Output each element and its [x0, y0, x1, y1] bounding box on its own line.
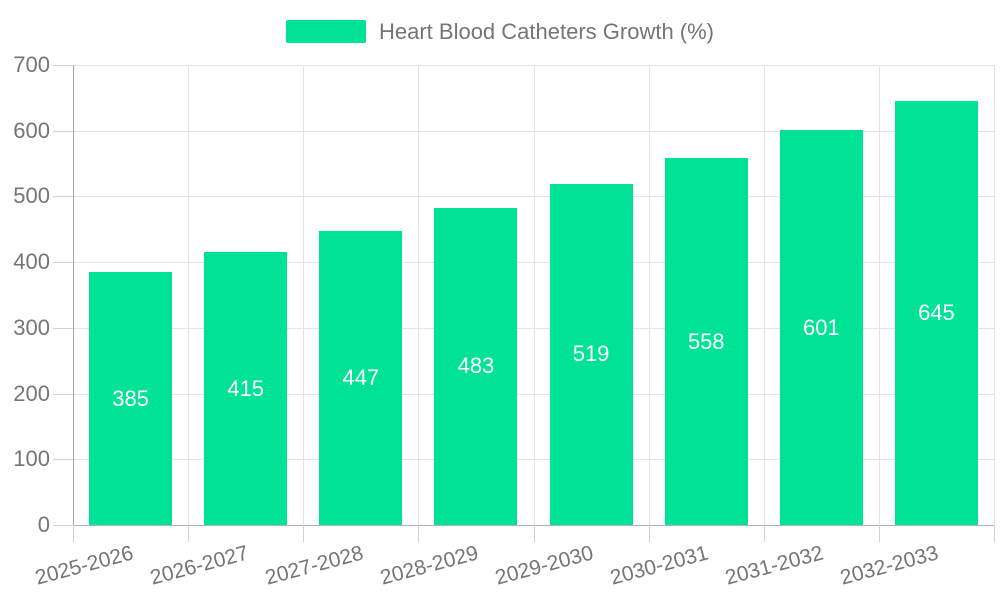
x-axis-tick: [418, 525, 420, 542]
gridline-vertical: [188, 65, 190, 525]
bar-value-label: 415: [227, 375, 265, 401]
bar[interactable]: 519: [549, 183, 633, 525]
bar[interactable]: 447: [319, 231, 403, 525]
gridline-vertical: [418, 65, 420, 525]
y-axis-label: 200: [13, 380, 50, 406]
bar[interactable]: 601: [779, 130, 863, 525]
x-axis-tick: [303, 525, 305, 542]
x-axis-tick: [533, 525, 535, 542]
gridline-vertical: [648, 65, 650, 525]
bar-value-label: 601: [802, 314, 840, 340]
y-axis-tick: [53, 327, 73, 329]
bar-value-label: 558: [687, 328, 725, 354]
bar[interactable]: 645: [894, 101, 978, 525]
x-axis-tick: [648, 525, 650, 542]
y-axis-tick: [53, 196, 73, 198]
y-axis-tick: [53, 459, 73, 461]
gridline-vertical: [303, 65, 305, 525]
bar-value-label: 645: [918, 300, 955, 326]
legend-series-label: Heart Blood Catheters Growth (%): [378, 19, 715, 44]
y-axis-tick: [53, 130, 73, 132]
bar[interactable]: 415: [204, 252, 288, 525]
y-axis-label: 300: [13, 314, 50, 340]
x-axis-tick: [878, 525, 880, 542]
x-axis-tick: [188, 525, 190, 542]
bar[interactable]: 483: [434, 207, 518, 525]
y-axis-label: 0: [37, 512, 50, 537]
bar-value-label: 519: [572, 341, 610, 367]
y-axis-tick: [53, 262, 73, 264]
x-axis-tick: [763, 525, 765, 542]
legend-swatch: [285, 20, 366, 43]
bar-value-label: 447: [342, 365, 380, 391]
gridline-vertical: [763, 65, 765, 525]
gridline-vertical: [878, 65, 880, 525]
bar-value-label: 483: [457, 353, 495, 379]
y-axis-label: 500: [13, 183, 50, 209]
y-axis-tick: [53, 525, 73, 526]
x-axis-tick: [994, 525, 995, 542]
x-axis-tick: [73, 525, 74, 542]
bar[interactable]: 385: [89, 272, 173, 525]
y-axis-tick: [53, 65, 73, 66]
gridline-vertical: [994, 65, 995, 525]
bar-value-label: 385: [112, 385, 149, 411]
bar[interactable]: 558: [664, 158, 748, 525]
gridline-vertical: [533, 65, 535, 525]
legend[interactable]: Heart Blood Catheters Growth (%): [0, 20, 1000, 43]
y-axis-label: 400: [13, 249, 50, 275]
y-axis-tick: [53, 393, 73, 395]
y-axis-label: 600: [13, 117, 50, 143]
y-axis-label: 700: [13, 52, 50, 77]
y-axis-line: [73, 65, 74, 525]
y-axis-label: 100: [13, 446, 50, 472]
